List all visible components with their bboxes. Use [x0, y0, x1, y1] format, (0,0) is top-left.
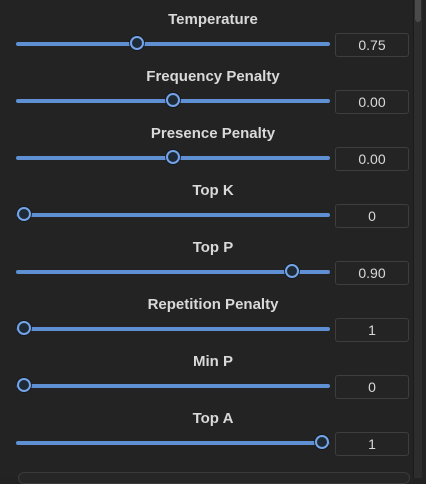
frequency-penalty-slider[interactable] — [16, 91, 330, 113]
scrollbar-thumb[interactable] — [415, 0, 421, 22]
repetition-penalty-label: Repetition Penalty — [147, 296, 279, 313]
top-k-slider[interactable] — [16, 205, 330, 227]
frequency-penalty-label: Frequency Penalty — [146, 68, 280, 85]
setting-frequency-penalty: Frequency Penalty 0.00 — [0, 67, 426, 124]
temperature-value-input[interactable]: 0.75 — [335, 33, 409, 57]
top-a-value-input[interactable]: 1 — [335, 432, 409, 456]
presence-penalty-label: Presence Penalty — [150, 125, 276, 142]
min-p-slider-thumb[interactable] — [17, 378, 31, 392]
repetition-penalty-value-input[interactable]: 1 — [335, 318, 409, 342]
top-a-label: Top A — [192, 410, 234, 427]
top-p-slider-thumb[interactable] — [285, 264, 300, 278]
presence-penalty-slider-thumb[interactable] — [166, 150, 180, 164]
setting-repetition-penalty: Repetition Penalty 1 — [0, 295, 426, 352]
top-a-slider-thumb[interactable] — [315, 435, 329, 449]
presence-penalty-slider[interactable] — [16, 148, 330, 170]
frequency-penalty-slider-thumb[interactable] — [166, 93, 180, 107]
repetition-penalty-slider[interactable] — [16, 319, 330, 341]
temperature-slider[interactable] — [16, 34, 330, 56]
min-p-slider[interactable] — [16, 376, 330, 398]
setting-top-k: Top K 0 — [0, 181, 426, 238]
top-k-track — [16, 213, 330, 217]
repetition-penalty-slider-thumb[interactable] — [17, 321, 31, 335]
repetition-penalty-track — [16, 327, 330, 331]
setting-top-p: Top P 0.90 — [0, 238, 426, 295]
min-p-track — [16, 384, 330, 388]
presence-penalty-value-input[interactable]: 0.00 — [335, 147, 409, 171]
top-p-track — [16, 270, 330, 274]
top-k-label: Top K — [192, 182, 234, 199]
temperature-label: Temperature — [168, 11, 258, 28]
top-p-slider[interactable] — [16, 262, 330, 284]
setting-min-p: Min P 0 — [0, 352, 426, 409]
top-k-value-input[interactable]: 0 — [335, 204, 409, 228]
top-p-label: Top P — [192, 239, 234, 256]
top-a-slider[interactable] — [16, 433, 330, 455]
setting-presence-penalty: Presence Penalty 0.00 — [0, 124, 426, 181]
top-a-track — [16, 441, 330, 445]
frequency-penalty-value-input[interactable]: 0.00 — [335, 90, 409, 114]
scrollbar[interactable] — [413, 0, 422, 478]
setting-top-a: Top A 1 — [0, 409, 426, 466]
temperature-track — [16, 42, 330, 46]
temperature-slider-thumb[interactable] — [130, 36, 145, 50]
min-p-label: Min P — [193, 353, 233, 370]
top-k-slider-thumb[interactable] — [17, 207, 31, 221]
min-p-value-input[interactable]: 0 — [335, 375, 409, 399]
setting-temperature: Temperature 0.75 — [0, 10, 426, 67]
next-control-edge — [18, 472, 410, 484]
top-p-value-input[interactable]: 0.90 — [335, 261, 409, 285]
